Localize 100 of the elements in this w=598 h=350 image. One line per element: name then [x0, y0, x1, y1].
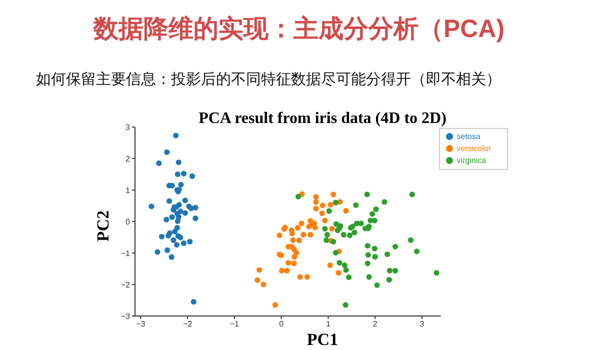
point: [369, 211, 376, 217]
point: [324, 237, 330, 243]
point: [156, 160, 162, 166]
point: [322, 218, 328, 224]
point: [346, 232, 353, 238]
y-tick-label: 2: [126, 154, 131, 164]
point: [295, 194, 301, 200]
point: [174, 225, 180, 231]
point: [174, 171, 180, 178]
legend-label: setosa: [456, 132, 480, 141]
point: [366, 274, 372, 280]
legend-label: virginica: [456, 156, 486, 165]
point: [308, 232, 314, 238]
point: [332, 250, 339, 256]
point: [304, 274, 310, 280]
point: [313, 194, 319, 200]
point: [364, 260, 370, 266]
point: [290, 237, 296, 243]
point: [372, 254, 378, 260]
point: [164, 247, 170, 253]
point: [327, 262, 333, 268]
point: [276, 232, 282, 238]
point: [296, 238, 302, 244]
point: [176, 159, 182, 166]
point: [272, 302, 278, 308]
x-tick-label: −2: [182, 320, 193, 329]
point: [256, 267, 262, 273]
point: [284, 268, 290, 274]
point: [306, 224, 312, 230]
point: [313, 206, 319, 212]
point: [190, 299, 196, 305]
point: [254, 277, 260, 283]
legend-label: versicolor: [456, 144, 491, 153]
annotation: PCA result from iris data (4D to 2D): [198, 110, 448, 128]
point: [168, 254, 174, 260]
point: [409, 192, 415, 198]
point: [414, 248, 420, 254]
point: [172, 228, 178, 234]
point: [324, 232, 330, 238]
point: [392, 244, 398, 250]
point: [434, 270, 440, 276]
point: [164, 149, 170, 155]
point: [340, 232, 346, 238]
point: [180, 170, 187, 176]
point: [364, 242, 370, 249]
x-tick-label: −3: [136, 320, 146, 329]
point: [353, 202, 359, 208]
point: [170, 237, 176, 243]
point: [313, 199, 319, 205]
point: [166, 198, 172, 204]
point: [320, 202, 326, 208]
point: [192, 216, 198, 222]
point: [297, 274, 303, 280]
x-tick-label: 1: [326, 320, 331, 329]
point: [392, 268, 398, 274]
point: [365, 252, 371, 258]
point: [372, 246, 378, 252]
chart-subtitle: 如何保留主要信息：投影后的不同特征数据尽可能分得开（即不相关）: [36, 70, 501, 89]
point: [294, 225, 301, 231]
point: [182, 210, 188, 216]
point: [292, 254, 298, 260]
x-axis-title: PC1: [306, 330, 340, 350]
y-tick-label: −1: [120, 248, 131, 258]
y-axis-title: PC2: [94, 210, 114, 242]
point: [164, 216, 170, 222]
point: [174, 242, 180, 248]
point: [342, 262, 348, 268]
point: [364, 192, 370, 198]
x-tick-label: −1: [230, 320, 240, 329]
point: [336, 270, 342, 276]
point: [189, 173, 196, 179]
point: [330, 192, 336, 198]
point: [278, 268, 285, 274]
x-tick-label: 3: [420, 320, 425, 329]
point: [165, 232, 172, 238]
y-tick-label: 0: [126, 217, 131, 226]
point: [408, 237, 414, 243]
point: [373, 206, 379, 212]
y-tick-label: 3: [126, 122, 131, 132]
point: [328, 202, 334, 208]
x-tick-label: 0: [279, 320, 284, 329]
point: [294, 250, 300, 256]
y-tick-label: −2: [120, 280, 131, 290]
point: [332, 200, 339, 206]
point: [342, 302, 348, 308]
point: [352, 230, 358, 236]
point: [346, 274, 352, 280]
point: [178, 234, 184, 240]
y-tick-label: 1: [126, 186, 131, 195]
point: [329, 226, 335, 232]
point: [148, 204, 154, 210]
point: [182, 198, 188, 204]
point: [187, 238, 193, 244]
point: [334, 228, 340, 234]
point: [192, 204, 198, 210]
point: [178, 182, 184, 188]
point: [326, 208, 332, 214]
y-tick-label: −3: [120, 312, 131, 321]
point: [300, 232, 306, 238]
x-tick-label: 2: [372, 320, 378, 329]
